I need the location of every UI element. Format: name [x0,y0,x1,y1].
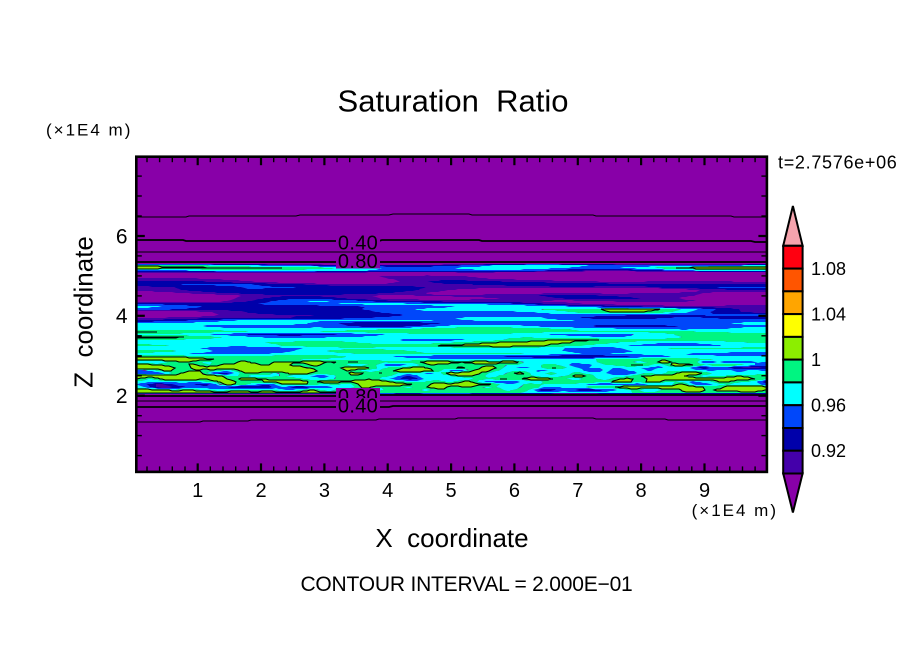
svg-text:(×1E4 m): (×1E4 m) [46,121,132,140]
svg-text:7: 7 [572,480,583,502]
svg-text:1.08: 1.08 [811,259,846,279]
svg-text:1.04: 1.04 [811,304,846,324]
svg-text:CONTOUR INTERVAL = 2.000E−01: CONTOUR INTERVAL = 2.000E−01 [300,573,632,596]
svg-text:0.40: 0.40 [338,233,378,255]
svg-text:6: 6 [509,480,520,502]
svg-text:3: 3 [319,480,330,502]
svg-text:9: 9 [699,480,710,502]
svg-text:t=2.7576e+06: t=2.7576e+06 [778,153,898,173]
svg-text:5: 5 [446,480,457,502]
svg-text:1: 1 [192,480,203,502]
svg-text:(×1E4 m): (×1E4 m) [692,501,778,520]
svg-text:4: 4 [116,305,128,328]
svg-text:0.80: 0.80 [338,251,378,273]
svg-text:Z coordinate: Z coordinate [69,236,99,388]
svg-text:4: 4 [382,480,393,502]
svg-text:X coordinate: X coordinate [375,523,528,553]
svg-text:1: 1 [811,350,821,370]
svg-text:Saturation Ratio: Saturation Ratio [338,84,569,119]
svg-text:2: 2 [255,480,266,502]
svg-text:0.40: 0.40 [338,396,378,418]
svg-text:0.92: 0.92 [811,441,846,461]
svg-text:8: 8 [636,480,647,502]
svg-text:2: 2 [116,385,128,408]
svg-text:0.96: 0.96 [811,395,846,415]
svg-text:6: 6 [116,225,128,248]
